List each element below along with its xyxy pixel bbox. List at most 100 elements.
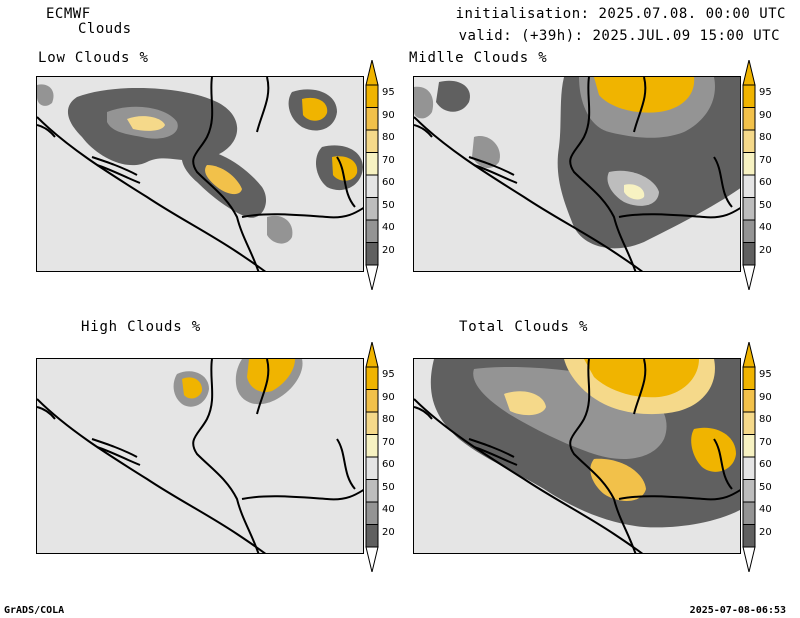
colorbar-swatch — [365, 456, 379, 480]
colorbar-swatch — [365, 366, 379, 390]
colorbar-swatch — [742, 242, 756, 266]
colorbar-swatch — [365, 129, 379, 153]
map-low-clouds-svg — [37, 77, 363, 271]
coastline — [414, 124, 518, 184]
colorbar-tick-label: 70 — [382, 436, 395, 448]
coastline — [37, 406, 141, 466]
colorbar-tick-label: 80 — [382, 414, 395, 425]
colorbar-swatch — [365, 411, 379, 435]
colorbar-tick-label: 40 — [382, 222, 395, 233]
colorbar-graphic — [742, 60, 756, 290]
colorbar-swatch — [365, 242, 379, 266]
colorbar-graphic — [365, 60, 379, 290]
colorbar-swatch — [742, 389, 756, 413]
colorbar-tick-label: 60 — [382, 459, 395, 470]
colorbar-top-arrow — [742, 342, 756, 368]
colorbar-swatch — [742, 434, 756, 458]
colorbar-tick-label: 40 — [759, 504, 772, 515]
colorbar-graphic — [742, 342, 756, 572]
colorbar-swatch — [365, 84, 379, 108]
colorbar-tick-label: 20 — [759, 526, 772, 538]
colorbar-swatch — [365, 219, 379, 243]
map-high-clouds — [36, 358, 364, 554]
colorbar-swatch — [365, 524, 379, 548]
colorbar-tick-label: 95 — [759, 369, 772, 380]
colorbar-swatch — [365, 152, 379, 176]
colorbar-tick-label: 70 — [382, 154, 395, 166]
coastline — [37, 124, 141, 184]
colorbar-swatch — [365, 107, 379, 131]
init-time: initialisation: 2025.07.08. 00:00 UTC — [455, 6, 786, 22]
colorbar-top-arrow — [365, 342, 379, 368]
colorbar-swatch — [742, 501, 756, 525]
colorbar-swatch — [742, 129, 756, 153]
colorbar-middle: 95 90 80 70 60 50 40 20 — [742, 60, 772, 290]
colorbar-swatch — [742, 524, 756, 548]
footer-timestamp: 2025-07-08-06:53 — [689, 605, 786, 616]
map-high-clouds-svg — [37, 359, 363, 553]
colorbar-tick-label: 70 — [759, 154, 772, 166]
colorbar-tick-label: 80 — [382, 132, 395, 143]
colorbar-top-arrow — [742, 60, 756, 86]
colorbar-swatch — [742, 84, 756, 108]
panel-title-high: High Clouds % — [81, 319, 201, 335]
colorbar-tick-label: 95 — [382, 87, 395, 98]
colorbar-tick-label: 80 — [759, 414, 772, 425]
colorbar-tick-label: 60 — [759, 459, 772, 470]
border-lines — [414, 77, 740, 271]
cloud-fields — [414, 77, 740, 249]
colorbar-tick-label: 90 — [759, 109, 772, 121]
colorbar-swatch — [365, 197, 379, 221]
footer-software: GrADS/COLA — [4, 605, 65, 616]
model-name: ECMWF — [46, 6, 91, 22]
colorbar-swatch — [365, 501, 379, 525]
colorbar-swatch — [742, 366, 756, 390]
colorbar-swatch — [365, 174, 379, 198]
colorbar-tick-label: 95 — [759, 87, 772, 98]
border-lines — [37, 77, 363, 271]
panel-title-low: Low Clouds % — [38, 50, 149, 66]
colorbar-bottom-arrow — [742, 264, 756, 290]
colorbar-swatch — [742, 152, 756, 176]
colorbar-swatch — [742, 456, 756, 480]
colorbar-tick-label: 20 — [382, 244, 395, 256]
colorbar-tick-label: 50 — [382, 481, 395, 493]
colorbar-tick-label: 50 — [759, 481, 772, 493]
map-middle-clouds — [413, 76, 741, 272]
colorbar-swatch — [742, 197, 756, 221]
colorbar-tick-label: 90 — [382, 109, 395, 121]
panel-title-middle: Midlle Clouds % — [409, 50, 548, 66]
colorbar-low: 95 90 80 70 60 50 40 20 — [365, 60, 395, 290]
colorbar-bottom-arrow — [365, 546, 379, 572]
colorbar-swatch — [742, 479, 756, 503]
colorbar-high: 95 90 80 70 60 50 40 20 — [365, 342, 395, 572]
colorbar-swatch — [365, 434, 379, 458]
cloud-fields — [37, 84, 363, 244]
colorbar-swatch — [742, 411, 756, 435]
map-total-clouds-svg — [414, 359, 740, 553]
colorbar-tick-label: 90 — [382, 391, 395, 403]
colorbar-tick-label: 95 — [382, 369, 395, 380]
border-lines — [414, 359, 740, 553]
map-low-clouds — [36, 76, 364, 272]
colorbar-tick-label: 90 — [759, 391, 772, 403]
colorbar-tick-label: 20 — [759, 244, 772, 256]
colorbar-tick-label: 40 — [382, 504, 395, 515]
colorbar-swatch — [365, 479, 379, 503]
colorbar-bottom-arrow — [742, 546, 756, 572]
map-total-clouds — [413, 358, 741, 554]
colorbar-bottom-arrow — [365, 264, 379, 290]
colorbar-swatch — [742, 107, 756, 131]
colorbar-tick-label: 60 — [382, 177, 395, 188]
colorbar-tick-label: 50 — [759, 199, 772, 211]
colorbar-tick-label: 40 — [759, 222, 772, 233]
colorbar-tick-label: 70 — [759, 436, 772, 448]
cloud-fields — [173, 359, 303, 407]
product-name: Clouds — [78, 21, 132, 37]
cloud-fields — [430, 359, 740, 528]
border-lines — [37, 359, 363, 553]
colorbar-graphic — [365, 342, 379, 572]
colorbar-tick-label: 50 — [382, 199, 395, 211]
colorbar-swatch — [365, 389, 379, 413]
colorbar-swatch — [742, 219, 756, 243]
